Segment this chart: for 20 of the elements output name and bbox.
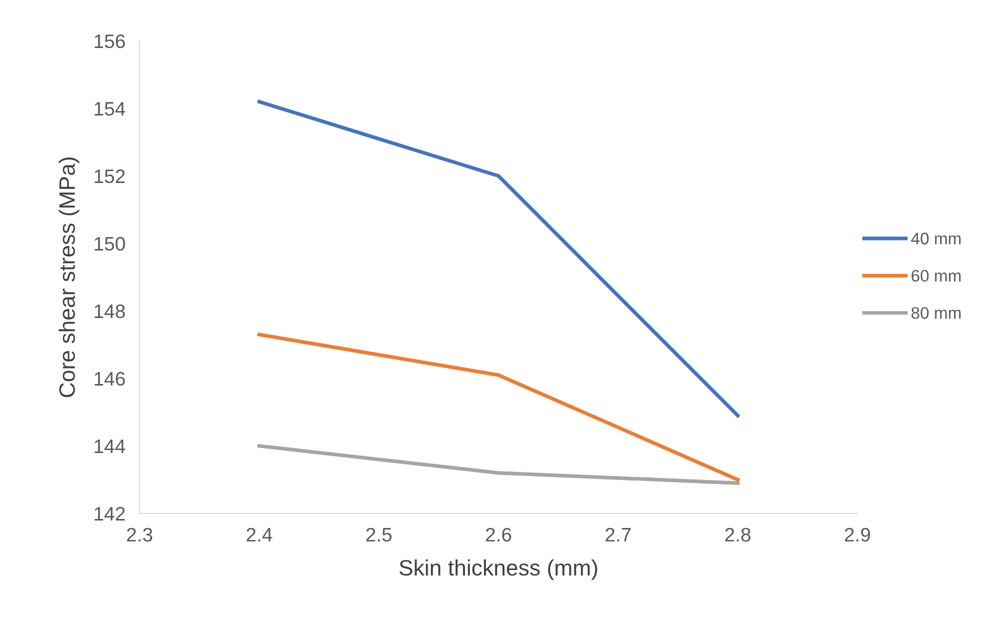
- x-tick-label: 2.7: [606, 528, 631, 542]
- y-tick-label: 146: [94, 372, 125, 386]
- x-tick-label: 2.6: [486, 528, 512, 542]
- y-axis-title: Core shear stress (MPa): [58, 158, 80, 398]
- y-tick-label: 156: [94, 34, 125, 48]
- x-tick-label: 2.3: [127, 528, 152, 542]
- x-tick-label: 2.8: [725, 528, 750, 542]
- x-tick-label: 2.5: [366, 528, 392, 542]
- x-tick-label: 2.9: [844, 528, 870, 542]
- legend-label: 60 mm: [912, 270, 961, 282]
- legend-label: 40 mm: [911, 232, 961, 244]
- y-tick-label: 152: [94, 169, 125, 184]
- y-tick-label: 154: [94, 102, 126, 116]
- legend-label: 80 mm: [911, 307, 961, 319]
- y-tick-label: 144: [94, 440, 126, 453]
- y-tick-label: 148: [94, 304, 125, 318]
- y-tick-label: 142: [94, 506, 125, 520]
- x-axis-title: Skin thickness (mm): [400, 559, 598, 580]
- x-tick-label: 2.4: [246, 528, 272, 542]
- y-tick-label: 150: [94, 236, 125, 251]
